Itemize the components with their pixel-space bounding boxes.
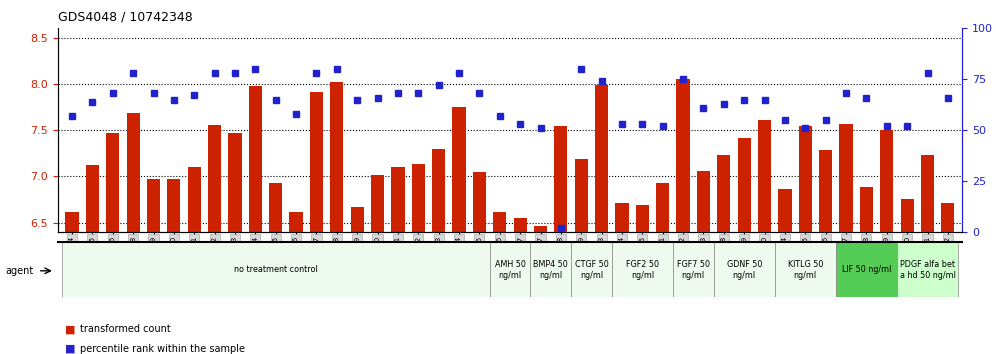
- Bar: [897, 242, 958, 297]
- Bar: [880, 130, 893, 232]
- Bar: [921, 154, 934, 232]
- Bar: [249, 86, 262, 232]
- Bar: [758, 120, 771, 232]
- Bar: [146, 179, 160, 232]
- Bar: [391, 167, 404, 232]
- Bar: [371, 176, 384, 232]
- Bar: [514, 218, 527, 232]
- Text: transformed count: transformed count: [80, 324, 170, 334]
- Text: GDS4048 / 10742348: GDS4048 / 10742348: [58, 11, 192, 24]
- Bar: [62, 242, 490, 297]
- Bar: [612, 242, 673, 297]
- Bar: [900, 199, 913, 232]
- Bar: [331, 82, 344, 232]
- Bar: [310, 92, 323, 232]
- Bar: [126, 113, 139, 232]
- Bar: [452, 107, 466, 232]
- Bar: [840, 124, 853, 232]
- Bar: [86, 165, 99, 232]
- Bar: [778, 189, 792, 232]
- Text: CTGF 50
ng/ml: CTGF 50 ng/ml: [575, 260, 609, 280]
- Text: percentile rank within the sample: percentile rank within the sample: [80, 344, 245, 354]
- Bar: [490, 242, 530, 297]
- Bar: [107, 133, 120, 232]
- Text: BMP4 50
ng/ml: BMP4 50 ng/ml: [533, 260, 568, 280]
- Bar: [432, 149, 445, 232]
- Bar: [208, 125, 221, 232]
- Text: agent: agent: [5, 266, 33, 276]
- Bar: [775, 242, 836, 297]
- Bar: [738, 138, 751, 232]
- Bar: [530, 242, 571, 297]
- Bar: [228, 133, 242, 232]
- Text: KITLG 50
ng/ml: KITLG 50 ng/ml: [788, 260, 823, 280]
- Text: FGF2 50
ng/ml: FGF2 50 ng/ml: [625, 260, 658, 280]
- Bar: [493, 212, 506, 232]
- Bar: [269, 183, 282, 232]
- Bar: [66, 212, 79, 232]
- Text: no treatment control: no treatment control: [234, 266, 318, 274]
- Bar: [860, 187, 873, 232]
- Bar: [714, 242, 775, 297]
- Text: ■: ■: [65, 324, 76, 334]
- Bar: [575, 159, 588, 232]
- Bar: [717, 154, 730, 232]
- Bar: [554, 126, 568, 232]
- Bar: [697, 171, 710, 232]
- Text: FGF7 50
ng/ml: FGF7 50 ng/ml: [676, 260, 710, 280]
- Bar: [595, 85, 609, 232]
- Bar: [571, 242, 612, 297]
- Bar: [167, 179, 180, 232]
- Bar: [799, 126, 812, 232]
- Bar: [819, 150, 833, 232]
- Text: LIF 50 ng/ml: LIF 50 ng/ml: [842, 266, 891, 274]
- Bar: [676, 79, 689, 232]
- Bar: [411, 164, 425, 232]
- Bar: [534, 226, 547, 232]
- Bar: [351, 207, 364, 232]
- Bar: [941, 203, 954, 232]
- Bar: [187, 167, 201, 232]
- Bar: [290, 212, 303, 232]
- Bar: [656, 183, 669, 232]
- Bar: [473, 172, 486, 232]
- Text: ■: ■: [65, 344, 76, 354]
- Bar: [836, 242, 897, 297]
- Bar: [635, 205, 649, 232]
- Bar: [673, 242, 714, 297]
- Text: PDGF alfa bet
a hd 50 ng/ml: PDGF alfa bet a hd 50 ng/ml: [899, 260, 955, 280]
- Bar: [616, 203, 628, 232]
- Text: AMH 50
ng/ml: AMH 50 ng/ml: [495, 260, 525, 280]
- Text: GDNF 50
ng/ml: GDNF 50 ng/ml: [726, 260, 762, 280]
